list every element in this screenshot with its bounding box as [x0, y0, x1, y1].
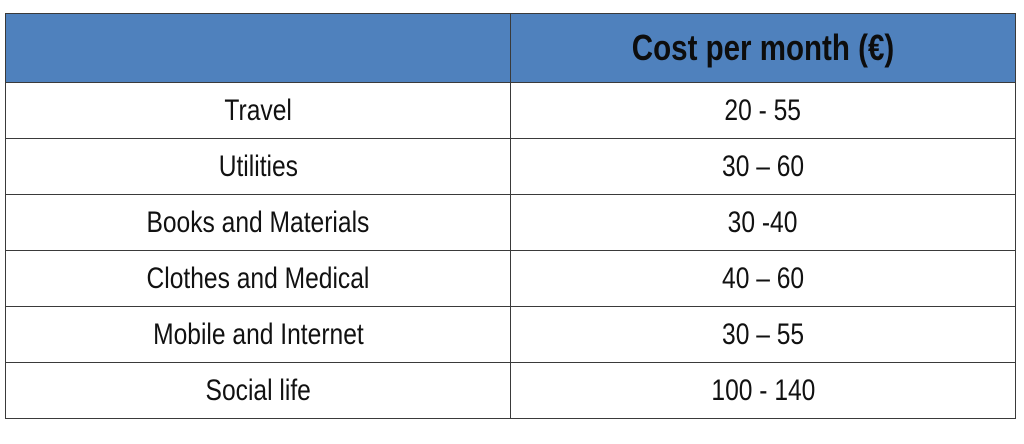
cost-value: 100 - 140 — [711, 373, 815, 407]
category-cell: Utilities — [5, 138, 511, 195]
category-label: Clothes and Medical — [146, 261, 370, 295]
category-cell: Books and Materials — [5, 194, 511, 251]
table-row: Clothes and Medical 40 – 60 — [5, 250, 1016, 307]
table-row: Utilities 30 – 60 — [5, 138, 1016, 195]
category-label: Travel — [224, 93, 292, 127]
header-row: Cost per month (€) — [5, 13, 1016, 83]
cost-value: 20 - 55 — [724, 93, 802, 127]
cost-cell: 30 – 55 — [510, 306, 1016, 363]
cost-table-container: Cost per month (€) Travel 20 - 55 Utilit… — [5, 13, 1016, 419]
table-row: Social life 100 - 140 — [5, 362, 1016, 419]
category-label: Utilities — [218, 149, 298, 183]
table-body: Travel 20 - 55 Utilities 30 – 60 Books a… — [5, 82, 1016, 419]
header-category-cell — [5, 13, 511, 83]
category-label: Mobile and Internet — [152, 317, 364, 351]
cost-table: Cost per month (€) Travel 20 - 55 Utilit… — [5, 13, 1016, 419]
table-row: Mobile and Internet 30 – 55 — [5, 306, 1016, 363]
table-row: Travel 20 - 55 — [5, 82, 1016, 139]
category-cell: Mobile and Internet — [5, 306, 511, 363]
category-cell: Social life — [5, 362, 511, 419]
cost-cell: 100 - 140 — [510, 362, 1016, 419]
category-label: Books and Materials — [146, 205, 370, 239]
header-cost-cell: Cost per month (€) — [510, 13, 1016, 83]
cost-cell: 30 – 60 — [510, 138, 1016, 195]
cost-cell: 30 -40 — [510, 194, 1016, 251]
header-cost-label: Cost per month (€) — [631, 27, 895, 68]
cost-value: 30 -40 — [728, 205, 798, 239]
table-header: Cost per month (€) — [5, 13, 1016, 83]
cost-cell: 40 – 60 — [510, 250, 1016, 307]
table-row: Books and Materials 30 -40 — [5, 194, 1016, 251]
cost-value: 40 – 60 — [721, 261, 805, 295]
category-label: Social life — [205, 373, 311, 407]
cost-value: 30 – 60 — [721, 149, 805, 183]
cost-value: 30 – 55 — [721, 317, 805, 351]
category-cell: Travel — [5, 82, 511, 139]
cost-cell: 20 - 55 — [510, 82, 1016, 139]
category-cell: Clothes and Medical — [5, 250, 511, 307]
